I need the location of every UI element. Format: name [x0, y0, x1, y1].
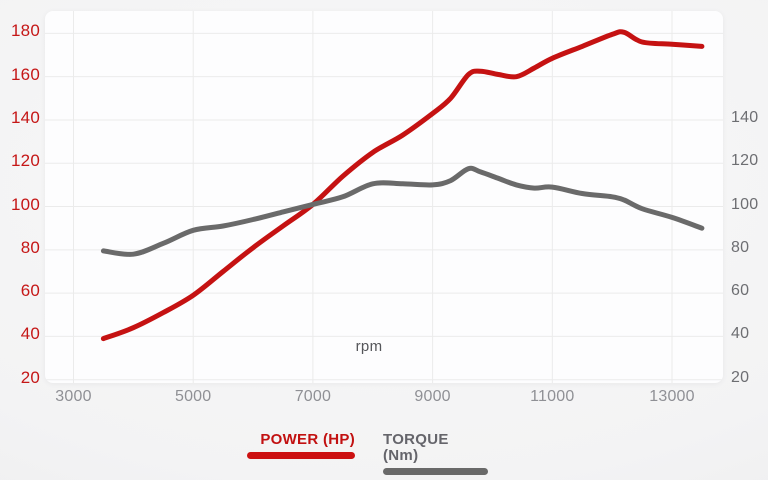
- power-curve: [100, 29, 705, 342]
- legend-label-power: POWER (HP): [260, 431, 355, 448]
- y-axis-tick-left: 60: [20, 281, 40, 301]
- y-axis-tick-right: 140: [731, 108, 759, 126]
- x-axis-tick: 11000: [530, 388, 575, 405]
- y-axis-tick-left: 160: [11, 64, 40, 84]
- x-axis-tick: 13000: [649, 388, 695, 405]
- x-axis-tick: 7000: [294, 388, 332, 405]
- y-axis-tick-left: 100: [11, 194, 40, 214]
- legend-label-torque: TORQUE (Nm): [383, 431, 449, 464]
- x-axis-tick: 3000: [55, 388, 92, 405]
- y-axis-tick-right: 100: [731, 195, 759, 213]
- legend: POWER (HP) TORQUE (Nm): [247, 432, 488, 475]
- legend-swatch-power: [247, 452, 355, 459]
- y-axis-tick-right: 20: [731, 368, 750, 386]
- x-axis-tick: 5000: [174, 388, 212, 405]
- legend-item-torque[interactable]: TORQUE (Nm): [383, 432, 488, 475]
- y-axis-tick-left: 120: [11, 151, 40, 171]
- y-axis-tick-right: 40: [731, 325, 750, 343]
- legend-item-power[interactable]: POWER (HP): [247, 432, 355, 475]
- legend-swatch-torque: [383, 468, 488, 475]
- x-axis-tick: 9000: [414, 388, 451, 405]
- y-axis-tick-right: 80: [731, 238, 750, 256]
- y-axis-tick-right: 60: [731, 282, 750, 300]
- gridlines: [45, 11, 723, 383]
- y-axis-tick-left: 80: [20, 237, 40, 257]
- y-axis-tick-right: 120: [731, 152, 759, 170]
- y-axis-tick-left: 20: [20, 367, 40, 387]
- y-axis-tick-left: 180: [11, 21, 40, 41]
- y-axis-tick-left: 40: [20, 324, 40, 344]
- y-axis-tick-left: 140: [11, 107, 40, 127]
- x-axis-title: rpm: [349, 337, 389, 356]
- torque-curve: [100, 165, 705, 257]
